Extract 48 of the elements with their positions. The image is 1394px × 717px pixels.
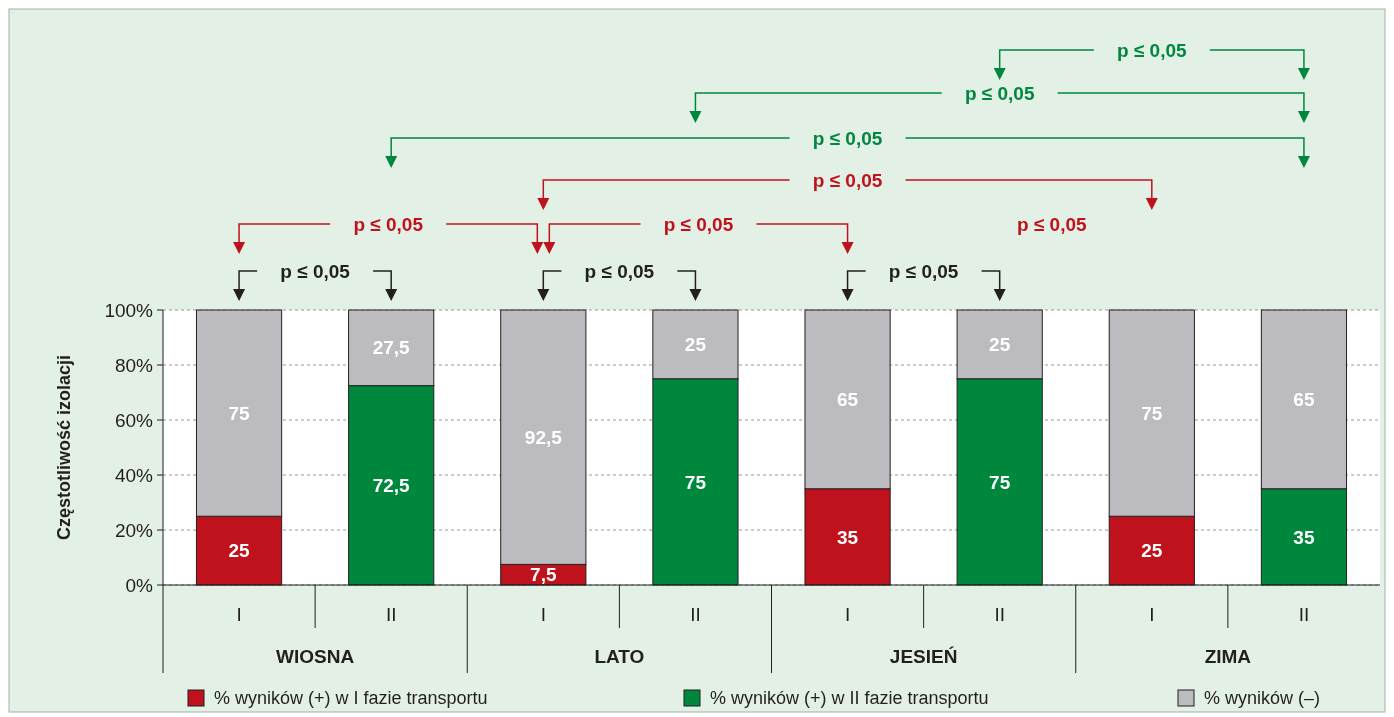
text: p ≤ 0,05 (812, 127, 883, 149)
data-label: 75 (1141, 402, 1163, 424)
data-label: 75 (228, 402, 251, 424)
data-label: 27,5 (372, 337, 411, 359)
data-label: 35 (1293, 526, 1315, 548)
text: p ≤ 0,05 (353, 213, 424, 235)
text: p ≤ 0,05 (964, 82, 1035, 104)
data-label: 35 (836, 526, 859, 548)
y-tick-label: 80% (114, 354, 154, 376)
x-tick-label: I (844, 603, 851, 625)
data-label: 65 (1293, 389, 1315, 411)
text: p ≤ 0,05 (812, 169, 883, 191)
x-tick-label: II (385, 603, 397, 625)
y-tick-label: 40% (114, 464, 154, 486)
text: WIOSNA (276, 645, 355, 667)
data-label: 25 (228, 540, 251, 562)
y-axis-title: Częstotliwość izolacji (54, 354, 74, 541)
legend-label: % wyników (–) (1204, 688, 1321, 709)
x-tick-label: II (690, 603, 701, 625)
y-tick-label: 20% (114, 519, 154, 541)
data-label: 75 (989, 471, 1011, 493)
x-tick-label: II (994, 603, 1005, 625)
data-label: 25 (1141, 540, 1163, 562)
data-label: 92,5 (524, 426, 563, 448)
x-tick-label: I (1149, 603, 1155, 625)
text: p ≤ 0,05 (888, 260, 959, 282)
x-tick-label: II (1298, 603, 1310, 625)
y-tick-label: 100% (104, 299, 154, 321)
x-tick-label: I (540, 603, 546, 625)
legend-label: % wyników (+) w II fazie transportu (710, 688, 989, 709)
text: p ≤ 0,05 (663, 213, 734, 235)
data-label: 7,5 (530, 564, 557, 586)
text: p ≤ 0,05 (1017, 213, 1088, 235)
text: ZIMA (1204, 645, 1252, 667)
x-tick-label: I (236, 603, 242, 625)
text: p ≤ 0,05 (584, 260, 655, 282)
data-label: 25 (989, 334, 1011, 356)
text: p ≤ 0,05 (280, 260, 351, 282)
legend-label: % wyników (+) w I fazie transportu (214, 688, 488, 709)
data-label: 75 (684, 471, 707, 493)
text: p ≤ 0,05 (1117, 39, 1188, 61)
y-tick-label: 0% (125, 574, 154, 596)
text: JESIEŃ (889, 645, 958, 667)
data-label: 72,5 (372, 474, 411, 496)
text: LATO (594, 645, 645, 667)
y-tick-label: 60% (114, 409, 154, 431)
data-label: 65 (836, 389, 859, 411)
data-label: 25 (684, 334, 707, 356)
